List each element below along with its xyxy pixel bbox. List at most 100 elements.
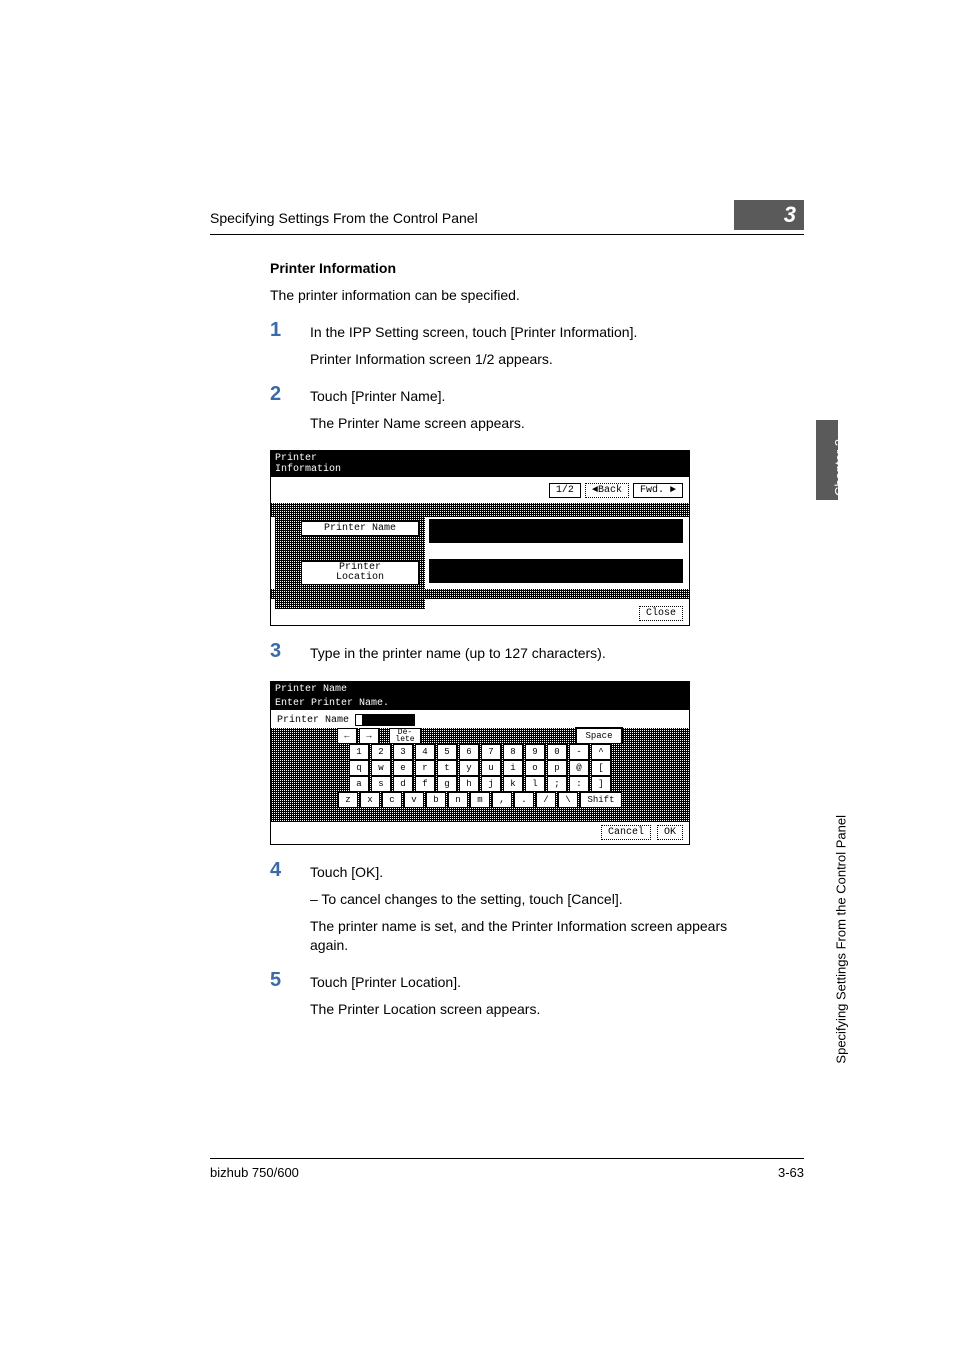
printer-name-panel-title: Printer Name xyxy=(271,682,689,697)
running-head: Specifying Settings From the Control Pan… xyxy=(210,210,804,235)
printer-name-panel-subtitle: Enter Printer Name. xyxy=(271,697,689,710)
key-x[interactable]: x xyxy=(360,792,380,808)
keyboard-row-4: zxcvbnm,./\Shift xyxy=(271,792,689,808)
side-chapter-tab: Chapter 3 xyxy=(816,420,838,500)
step-2: 2 Touch [Printer Name]. The Printer Name… xyxy=(270,387,744,433)
footer: bizhub 750/600 3-63 xyxy=(210,1158,804,1180)
key-9[interactable]: 9 xyxy=(525,744,545,760)
back-button[interactable]: ◄Back xyxy=(585,483,629,498)
key-k[interactable]: k xyxy=(503,776,523,792)
arrow-left-key[interactable]: ← xyxy=(337,728,357,744)
key-u[interactable]: u xyxy=(481,760,501,776)
key-^[interactable]: ^ xyxy=(591,744,611,760)
step-4-line1: Touch [OK]. xyxy=(310,863,744,882)
key-@[interactable]: @ xyxy=(569,760,589,776)
key-z[interactable]: z xyxy=(338,792,358,808)
step-3: 3 Type in the printer name (up to 127 ch… xyxy=(270,644,744,663)
step-4-num: 4 xyxy=(270,859,281,882)
key-;[interactable]: ; xyxy=(547,776,567,792)
step-2-line2: The Printer Name screen appears. xyxy=(310,414,744,433)
arrow-right-key[interactable]: → xyxy=(359,728,379,744)
step-2-line1: Touch [Printer Name]. xyxy=(310,387,744,406)
key-w[interactable]: w xyxy=(371,760,391,776)
cancel-button[interactable]: Cancel xyxy=(601,825,651,840)
key-5[interactable]: 5 xyxy=(437,744,457,760)
key-][interactable]: ] xyxy=(591,776,611,792)
key-n[interactable]: n xyxy=(448,792,468,808)
key-f[interactable]: f xyxy=(415,776,435,792)
key-e[interactable]: e xyxy=(393,760,413,776)
key-b[interactable]: b xyxy=(426,792,446,808)
key-0[interactable]: 0 xyxy=(547,744,567,760)
key-l[interactable]: l xyxy=(525,776,545,792)
key-a[interactable]: a xyxy=(349,776,369,792)
printer-name-input[interactable] xyxy=(355,714,415,726)
step-1-line2: Printer Information screen 1/2 appears. xyxy=(310,350,744,369)
key-p[interactable]: p xyxy=(547,760,567,776)
step-5-line2: The Printer Location screen appears. xyxy=(310,1000,744,1019)
printer-name-panel: Printer Name Enter Printer Name. Printer… xyxy=(270,681,690,845)
hatch-strip xyxy=(271,503,689,517)
key-m[interactable]: m xyxy=(470,792,490,808)
delete-key[interactable]: De-lete xyxy=(389,728,421,744)
key-i[interactable]: i xyxy=(503,760,523,776)
key-s[interactable]: s xyxy=(371,776,391,792)
key-.[interactable]: . xyxy=(514,792,534,808)
key-o[interactable]: o xyxy=(525,760,545,776)
key-c[interactable]: c xyxy=(382,792,402,808)
step-2-num: 2 xyxy=(270,383,281,406)
step-5: 5 Touch [Printer Location]. The Printer … xyxy=(270,973,744,1019)
printer-name-value xyxy=(429,519,683,543)
key-2[interactable]: 2 xyxy=(371,744,391,760)
step-5-num: 5 xyxy=(270,969,281,992)
pager-indicator: 1/2 xyxy=(549,483,581,498)
key-6[interactable]: 6 xyxy=(459,744,479,760)
key-8[interactable]: 8 xyxy=(503,744,523,760)
key-r[interactable]: r xyxy=(415,760,435,776)
key-g[interactable]: g xyxy=(437,776,457,792)
keyboard-row-1: 1234567890-^ xyxy=(271,744,689,760)
step-1-line1: In the IPP Setting screen, touch [Printe… xyxy=(310,323,744,342)
key-3[interactable]: 3 xyxy=(393,744,413,760)
key-j[interactable]: j xyxy=(481,776,501,792)
printer-name-button[interactable]: Printer Name xyxy=(301,521,419,536)
ok-button[interactable]: OK xyxy=(657,825,683,840)
key-,[interactable]: , xyxy=(492,792,512,808)
keyboard-row-3: asdfghjkl;:] xyxy=(271,776,689,792)
key-\[interactable]: \ xyxy=(558,792,578,808)
key-4[interactable]: 4 xyxy=(415,744,435,760)
key-[[interactable]: [ xyxy=(591,760,611,776)
shift-key[interactable]: Shift xyxy=(580,792,622,808)
printer-name-label: Printer Name xyxy=(277,715,349,726)
footer-right: 3-63 xyxy=(778,1165,804,1180)
section-title: Printer Information xyxy=(270,260,744,276)
chapter-badge: 3 xyxy=(734,200,804,230)
side-section-text: Specifying Settings From the Control Pan… xyxy=(834,815,849,1064)
step-4-line2: The printer name is set, and the Printer… xyxy=(310,917,744,955)
close-button[interactable]: Close xyxy=(639,606,683,621)
cursor xyxy=(356,715,362,725)
key-q[interactable]: q xyxy=(349,760,369,776)
step-4: 4 Touch [OK]. – To cancel changes to the… xyxy=(270,863,744,955)
step-3-num: 3 xyxy=(270,640,281,663)
key-t[interactable]: t xyxy=(437,760,457,776)
step-5-line1: Touch [Printer Location]. xyxy=(310,973,744,992)
step-4-sub1: – To cancel changes to the setting, touc… xyxy=(310,890,744,909)
key-1[interactable]: 1 xyxy=(349,744,369,760)
key-d[interactable]: d xyxy=(393,776,413,792)
printer-location-value xyxy=(429,559,683,583)
footer-left: bizhub 750/600 xyxy=(210,1165,299,1180)
printer-location-button[interactable]: Printer Location xyxy=(301,561,419,585)
running-head-text: Specifying Settings From the Control Pan… xyxy=(210,210,478,226)
key--[interactable]: - xyxy=(569,744,589,760)
key-y[interactable]: y xyxy=(459,760,479,776)
key-h[interactable]: h xyxy=(459,776,479,792)
key-:[interactable]: : xyxy=(569,776,589,792)
section-intro: The printer information can be specified… xyxy=(270,286,744,305)
key-7[interactable]: 7 xyxy=(481,744,501,760)
keyboard-row-2: qwertyuiop@[ xyxy=(271,760,689,776)
space-key[interactable]: Space xyxy=(575,727,623,745)
key-v[interactable]: v xyxy=(404,792,424,808)
fwd-button[interactable]: Fwd. ► xyxy=(633,483,683,498)
key-/[interactable]: / xyxy=(536,792,556,808)
